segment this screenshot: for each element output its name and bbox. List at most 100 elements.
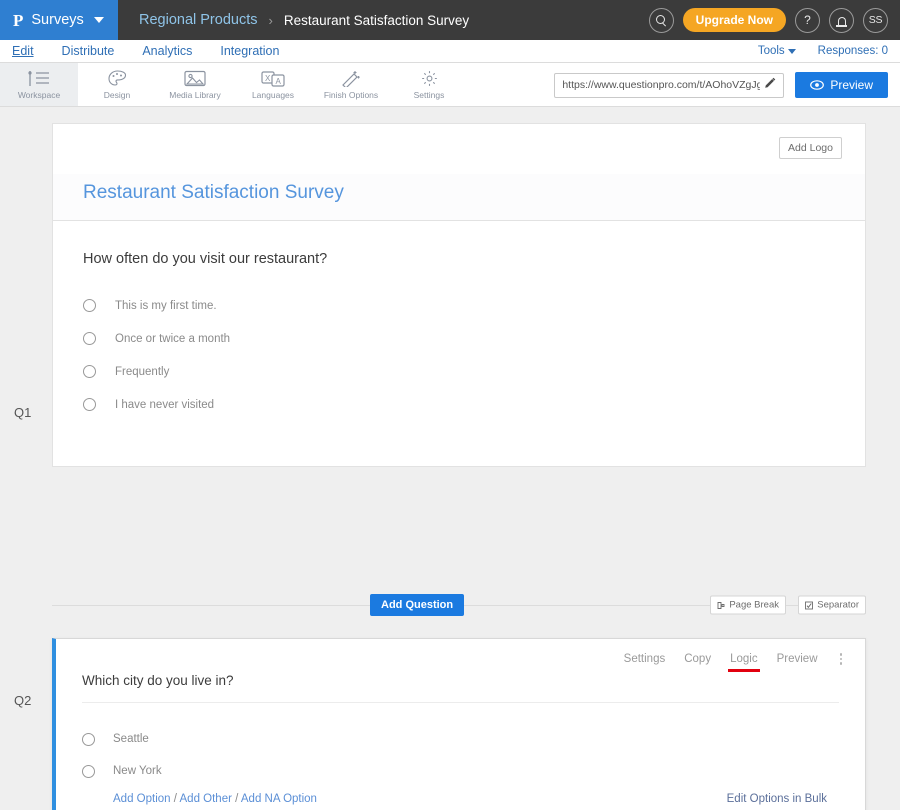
option-label: Once or twice a month bbox=[115, 332, 231, 345]
survey-url-field[interactable]: https://www.questionpro.com/t/AOhoVZgJg bbox=[554, 72, 785, 98]
top-header-bar: P Surveys Regional Products › Restaurant… bbox=[0, 0, 900, 40]
question-number-q2: Q2 bbox=[14, 693, 32, 708]
avatar[interactable]: SS bbox=[863, 7, 888, 33]
option-label: Seattle bbox=[113, 733, 149, 745]
radio-icon[interactable] bbox=[83, 398, 96, 411]
survey-url-value: https://www.questionpro.com/t/AOhoVZgJg bbox=[562, 79, 761, 91]
logo-row: Add Logo bbox=[53, 124, 865, 174]
question-text-q2[interactable]: Which city do you live in? bbox=[82, 673, 839, 703]
option-row[interactable]: New York bbox=[82, 755, 839, 787]
question-toolbar-q2: Settings Copy Logic Preview bbox=[56, 639, 865, 672]
toolbar-item-languages[interactable]: X A Languages bbox=[234, 63, 312, 106]
radio-icon[interactable] bbox=[83, 332, 96, 345]
add-logo-button[interactable]: Add Logo bbox=[779, 137, 842, 159]
toolbar-label-workspace: Workspace bbox=[17, 90, 61, 100]
option-row[interactable]: Once or twice a month bbox=[83, 322, 835, 355]
editor-toolbar: Workspace Design Media Library X A bbox=[0, 63, 900, 107]
radio-icon[interactable] bbox=[82, 732, 95, 746]
option-row[interactable]: I have never visited bbox=[83, 388, 835, 421]
tools-menu[interactable]: Tools bbox=[758, 45, 796, 57]
question-settings-link[interactable]: Settings bbox=[623, 653, 666, 665]
brand-home-button[interactable]: P Surveys bbox=[0, 0, 118, 40]
question-options-q2: Seattle New York bbox=[82, 703, 839, 787]
gear-icon bbox=[420, 69, 439, 87]
pencil-icon[interactable] bbox=[764, 76, 776, 94]
link-separator: / bbox=[231, 793, 241, 805]
toolbar-label-design: Design bbox=[103, 90, 131, 100]
add-option-row: Add Option / Add Other / Add NA Option E… bbox=[82, 787, 839, 810]
option-row[interactable]: This is my first time. bbox=[83, 289, 835, 322]
survey-editor-canvas: Add Logo Restaurant Satisfaction Survey … bbox=[0, 107, 900, 810]
tab-analytics[interactable]: Analytics bbox=[142, 44, 193, 58]
help-button[interactable]: ? bbox=[795, 7, 820, 33]
question-logic-link[interactable]: Logic bbox=[728, 653, 760, 672]
option-label: New York bbox=[113, 765, 162, 777]
workspace-icon bbox=[26, 69, 52, 87]
page-break-label: Page Break bbox=[729, 599, 779, 611]
option-row[interactable]: Frequently bbox=[83, 355, 835, 388]
toolbar-label-languages: Languages bbox=[251, 90, 295, 100]
preview-button[interactable]: Preview bbox=[795, 72, 888, 98]
breadcrumb: Regional Products › Restaurant Satisfact… bbox=[139, 12, 469, 28]
breadcrumb-parent-link[interactable]: Regional Products bbox=[139, 12, 258, 28]
translate-icon: X A bbox=[261, 69, 285, 87]
toolbar-item-workspace[interactable]: Workspace bbox=[0, 63, 78, 106]
question-text-q1[interactable]: How often do you visit our restaurant? bbox=[83, 251, 328, 267]
toolbar-label-settings: Settings bbox=[413, 90, 445, 100]
header-actions: Upgrade Now ? SS bbox=[648, 0, 888, 40]
image-icon bbox=[184, 69, 206, 87]
add-other-link[interactable]: Add Other bbox=[179, 793, 232, 805]
option-label: Frequently bbox=[115, 365, 170, 378]
nav-tabs: Edit Distribute Analytics Integration bbox=[0, 44, 279, 58]
magic-wand-icon bbox=[341, 69, 361, 87]
edit-options-in-bulk-link[interactable]: Edit Options in Bulk bbox=[726, 793, 827, 805]
separator-label: Separator bbox=[817, 599, 859, 611]
tab-integration[interactable]: Integration bbox=[220, 44, 280, 58]
toolbar-item-design[interactable]: Design bbox=[78, 63, 156, 106]
question-preview-link[interactable]: Preview bbox=[776, 653, 818, 665]
radio-icon[interactable] bbox=[83, 299, 96, 312]
nav-right-actions: Tools Responses: 0 bbox=[758, 45, 888, 57]
search-button[interactable] bbox=[648, 7, 674, 33]
chevron-down-icon bbox=[787, 49, 796, 54]
add-question-button-2[interactable]: Add Question bbox=[370, 594, 465, 616]
breadcrumb-current: Restaurant Satisfaction Survey bbox=[283, 12, 470, 28]
question-card-q1[interactable]: How often do you visit our restaurant? T… bbox=[52, 220, 866, 467]
toolbar-label-finish-options: Finish Options bbox=[323, 90, 379, 100]
toolbar-right-actions: https://www.questionpro.com/t/AOhoVZgJg … bbox=[554, 63, 888, 107]
separator-button-1[interactable]: Separator bbox=[798, 595, 866, 615]
option-label: I have never visited bbox=[115, 398, 215, 411]
responses-count: Responses: 0 bbox=[817, 45, 888, 57]
tab-distribute[interactable]: Distribute bbox=[61, 44, 115, 58]
page-title[interactable]: Restaurant Satisfaction Survey bbox=[83, 182, 344, 203]
toolbar-item-finish-options[interactable]: Finish Options bbox=[312, 63, 390, 106]
upgrade-now-button[interactable]: Upgrade Now bbox=[682, 8, 786, 32]
separator-icon bbox=[805, 601, 814, 609]
add-option-link[interactable]: Add Option bbox=[113, 793, 171, 805]
page-break-button-1[interactable]: Page Break bbox=[710, 595, 786, 615]
add-na-option-link[interactable]: Add NA Option bbox=[240, 793, 317, 805]
search-icon bbox=[655, 14, 667, 26]
notifications-button[interactable] bbox=[829, 7, 854, 33]
bell-icon bbox=[835, 16, 847, 27]
toolbar-tool-group: Workspace Design Media Library X A bbox=[0, 63, 468, 106]
preview-button-label: Preview bbox=[830, 78, 873, 92]
brand-label: Surveys bbox=[31, 12, 84, 28]
radio-icon[interactable] bbox=[82, 764, 95, 778]
questionpro-logo-icon: P bbox=[13, 10, 24, 30]
question-number-q1: Q1 bbox=[14, 405, 32, 420]
question-body-q2: Which city do you live in? Seattle New Y… bbox=[56, 665, 865, 810]
more-options-icon[interactable] bbox=[837, 653, 846, 665]
toolbar-item-media-library[interactable]: Media Library bbox=[156, 63, 234, 106]
svg-text:X: X bbox=[265, 74, 271, 83]
toolbar-item-settings[interactable]: Settings bbox=[390, 63, 468, 106]
question-card-q2[interactable]: Settings Copy Logic Preview Which city d… bbox=[52, 638, 866, 810]
page-break-icon bbox=[717, 601, 725, 609]
tab-edit[interactable]: Edit bbox=[12, 44, 34, 58]
link-separator: / bbox=[170, 793, 180, 805]
chevron-down-icon[interactable] bbox=[93, 17, 104, 23]
option-row[interactable]: Seattle bbox=[82, 723, 839, 755]
svg-text:A: A bbox=[276, 77, 282, 86]
question-copy-link[interactable]: Copy bbox=[684, 653, 712, 665]
radio-icon[interactable] bbox=[83, 365, 96, 378]
